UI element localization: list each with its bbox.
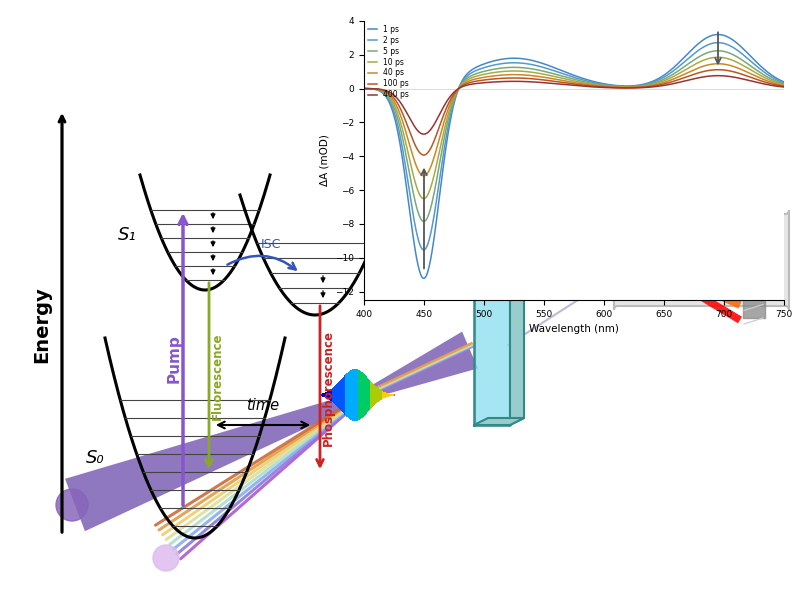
10 ps xyxy=(607,83,617,90)
1 ps xyxy=(359,85,369,92)
2 ps xyxy=(550,67,559,74)
5 ps xyxy=(607,83,617,90)
Polygon shape xyxy=(510,253,524,425)
10 ps xyxy=(418,195,428,202)
10 ps xyxy=(550,73,559,80)
1 ps xyxy=(676,57,686,64)
400 ps xyxy=(676,79,686,86)
40 ps xyxy=(640,83,650,90)
1 ps xyxy=(714,31,723,38)
100 ps xyxy=(434,124,444,131)
400 ps xyxy=(359,85,369,92)
1 ps xyxy=(418,275,428,282)
Text: ISC: ISC xyxy=(260,238,281,251)
400 ps xyxy=(714,72,723,79)
Text: Energy: Energy xyxy=(33,287,51,364)
40 ps xyxy=(434,136,444,143)
400 ps xyxy=(468,80,478,88)
Text: T₁: T₁ xyxy=(391,246,409,264)
Polygon shape xyxy=(65,332,478,531)
100 ps xyxy=(676,75,686,82)
Text: Spectrometer: Spectrometer xyxy=(621,222,726,237)
Text: Fluorescence: Fluorescence xyxy=(210,332,223,420)
1 ps xyxy=(640,80,650,88)
40 ps xyxy=(779,82,789,89)
2 ps xyxy=(418,247,428,254)
1 ps xyxy=(779,79,789,86)
100 ps xyxy=(550,78,559,85)
5 ps xyxy=(359,85,369,92)
10 ps xyxy=(676,69,686,76)
40 ps xyxy=(607,83,617,91)
1 ps xyxy=(434,197,444,204)
5 ps xyxy=(434,163,444,170)
100 ps xyxy=(640,83,650,91)
400 ps xyxy=(434,112,444,119)
100 ps xyxy=(779,83,789,90)
1 ps xyxy=(607,82,617,89)
2 ps xyxy=(640,81,650,88)
2 ps xyxy=(359,85,369,92)
Polygon shape xyxy=(474,253,524,260)
2 ps xyxy=(468,68,478,76)
Line: 2 ps: 2 ps xyxy=(364,43,784,250)
5 ps xyxy=(676,65,686,73)
5 ps xyxy=(550,70,559,77)
40 ps xyxy=(468,76,478,83)
2 ps xyxy=(434,180,444,187)
100 ps xyxy=(607,84,617,91)
10 ps xyxy=(434,149,444,157)
Circle shape xyxy=(56,489,88,521)
5 ps xyxy=(418,218,428,225)
2 ps xyxy=(714,39,723,46)
10 ps xyxy=(468,74,478,81)
Line: 40 ps: 40 ps xyxy=(364,64,784,176)
Line: 400 ps: 400 ps xyxy=(364,76,784,134)
40 ps xyxy=(714,60,723,67)
Line: 100 ps: 100 ps xyxy=(364,70,784,155)
10 ps xyxy=(359,85,369,92)
Text: S₁: S₁ xyxy=(118,226,136,244)
Circle shape xyxy=(153,545,179,571)
Line: 1 ps: 1 ps xyxy=(364,35,784,278)
1 ps xyxy=(468,65,478,73)
40 ps xyxy=(359,85,369,92)
5 ps xyxy=(714,47,723,55)
40 ps xyxy=(676,72,686,79)
100 ps xyxy=(418,151,428,158)
100 ps xyxy=(468,78,478,85)
5 ps xyxy=(468,71,478,79)
2 ps xyxy=(607,82,617,89)
Text: Phosphorescence: Phosphorescence xyxy=(322,329,334,445)
40 ps xyxy=(550,76,559,83)
X-axis label: Wavelength (nm): Wavelength (nm) xyxy=(529,324,619,334)
40 ps xyxy=(418,172,428,179)
Line: 5 ps: 5 ps xyxy=(364,51,784,221)
400 ps xyxy=(418,131,428,138)
Text: Pump: Pump xyxy=(166,335,182,383)
1 ps xyxy=(550,64,559,71)
FancyBboxPatch shape xyxy=(614,210,789,310)
10 ps xyxy=(779,81,789,88)
Y-axis label: ΔA (mOD): ΔA (mOD) xyxy=(320,134,330,187)
Text: time: time xyxy=(246,398,279,413)
2 ps xyxy=(779,79,789,86)
5 ps xyxy=(779,80,789,88)
Legend: 1 ps, 2 ps, 5 ps, 10 ps, 40 ps, 100 ps, 400 ps: 1 ps, 2 ps, 5 ps, 10 ps, 40 ps, 100 ps, … xyxy=(368,25,409,99)
2 ps xyxy=(676,61,686,68)
Text: S₀: S₀ xyxy=(86,449,104,467)
400 ps xyxy=(550,80,559,87)
100 ps xyxy=(714,66,723,73)
400 ps xyxy=(779,83,789,91)
400 ps xyxy=(607,84,617,91)
5 ps xyxy=(640,82,650,89)
10 ps xyxy=(714,53,723,61)
Polygon shape xyxy=(474,418,524,425)
Line: 10 ps: 10 ps xyxy=(364,57,784,199)
10 ps xyxy=(640,82,650,89)
400 ps xyxy=(640,84,650,91)
100 ps xyxy=(359,85,369,92)
